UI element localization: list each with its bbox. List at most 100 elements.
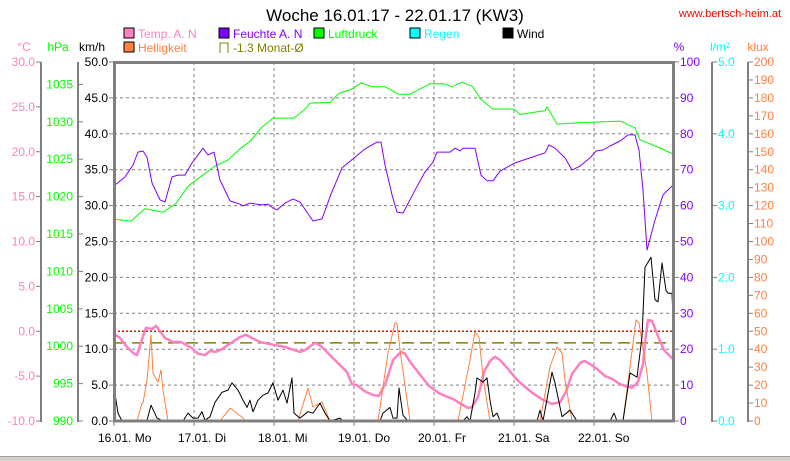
rain-tick-label: 1.0 [718,342,735,356]
temp-tick-label: 30.0 [12,55,36,69]
rain-tick-label: 2.0 [718,270,735,284]
legend-swatch-humidity [218,27,230,39]
legend-swatch-rain [409,27,421,39]
brightness-tick-label: 0 [754,414,761,428]
humidity-tick-label: 0 [680,414,687,428]
temp-tick-label: 10.0 [12,235,36,249]
brightness-tick-label: 10 [754,396,768,410]
wind-tick-label: 50.0 [85,55,109,69]
legend: Temp. A. N Feuchte A. N Luftdruck Regen Wind… [123,27,544,55]
temp-tick-label: 25.0 [12,100,36,114]
brightness-tick-label: 180 [754,91,774,105]
temp-tick-label: -10.0 [8,414,36,428]
x-tick-label: 21.01. Sa [498,431,550,445]
axis-units: °C hPa km/h% l/m² klux [17,40,768,54]
humidity-tick-label: 70 [680,163,694,177]
wind-tick-label: 30.0 [85,199,109,213]
temp-tick-label: -5.0 [14,369,35,383]
chart-title: Woche 16.01.17 - 22.01.17 (KW3) [266,6,524,25]
humidity-tick-label: 50 [680,235,694,249]
brightness-tick-label: 30 [754,360,768,374]
brightness-tick-label: 170 [754,109,774,123]
brightness-tick-label: 20 [754,378,768,392]
wind-tick-label: 35.0 [85,163,109,177]
legend-swatch-wind [502,27,514,39]
temp-series-line [113,318,674,410]
rain-tick-label: 0.0 [718,414,735,428]
x-tick-label: 22.01. So [578,431,630,445]
plot-frame [113,61,675,423]
temp-unit-label: °C [17,40,31,54]
brightness-tick-label: 130 [754,181,774,195]
legend-swatch-pressure [313,27,325,39]
brightness-tick-label: 140 [754,163,774,177]
rain-tick-label: 3.0 [718,199,735,213]
x-tick-label: 20.01. Fr [418,431,466,445]
brightness-tick-label: 160 [754,127,774,141]
temp-tick-label: 15.0 [12,190,36,204]
legend-label-rain: Regen [424,27,459,41]
humidity-unit-label: % [674,40,685,54]
brightness-tick-label: 100 [754,235,774,249]
wind-tick-label: 5.0 [91,378,108,392]
temp-tick-label: 20.0 [12,145,36,159]
rain-tick-label: 5.0 [718,55,735,69]
series [113,81,674,422]
pressure-tick-label: 1030 [46,115,73,129]
legend-label-pressure: Luftdruck [328,27,378,41]
brightness-unit-label: klux [747,40,768,54]
day-labels: 16.01. Mo 17.01. Di 18.01. Mi 19.01. Do 20.0… [98,421,630,445]
humidity-tick-label: 40 [680,270,694,284]
wind-series-line [113,256,674,422]
pressure-tick-label: 995 [53,377,73,391]
brightness-tick-label: 200 [754,55,774,69]
wind-tick-label: 40.0 [85,127,109,141]
legend-label-month_avg: -1.3 Monat-Ø [233,41,304,55]
humidity-tick-label: 10 [680,378,694,392]
brightness-tick-label: 190 [754,73,774,87]
wind-tick-label: 20.0 [85,270,109,284]
brightness-tick-label: 120 [754,199,774,213]
humidity-tick-label: 80 [680,127,694,141]
legend-swatch-temp [123,27,135,39]
wind-unit-label: km/h [79,40,105,54]
grid [114,62,674,421]
x-tick-label: 16.01. Mo [98,431,152,445]
legend-swatch-brightness [123,41,135,53]
axes: 30.0 25.0 20.0 15.0 10.0 5.0 0.0 -5.0 -10.0 1035 1… [8,55,775,428]
brightness-tick-label: 90 [754,252,768,266]
x-tick-label: 18.01. Mi [258,431,307,445]
pressure-tick-label: 1005 [46,302,73,316]
pressure-unit-label: hPa [47,40,69,54]
legend-label-brightness: Helligkeit [138,41,187,55]
brightness-series-line [114,319,673,422]
temp-tick-label: 5.0 [18,279,35,293]
x-tick-label: 17.01. Di [178,431,226,445]
pressure-tick-label: 1015 [46,227,73,241]
wind-tick-label: 0.0 [91,414,108,428]
wind-tick-label: 25.0 [85,235,109,249]
wind-tick-label: 15.0 [85,306,109,320]
humidity-tick-label: 100 [680,55,700,69]
legend-label-humidity: Feuchte A. N [233,27,302,41]
brightness-tick-label: 80 [754,270,768,284]
website-link[interactable]: www.bertsch-heim.at [678,8,781,20]
brightness-tick-label: 110 [754,217,773,231]
x-tick-label: 19.01. Do [338,431,390,445]
legend-swatch-month_avg [219,42,229,53]
humidity-tick-label: 60 [680,199,694,213]
pressure-tick-label: 1000 [46,339,73,353]
wind-tick-label: 45.0 [85,91,109,105]
brightness-tick-label: 150 [754,145,774,159]
status-bar [0,456,790,461]
pressure-tick-label: 990 [53,414,73,428]
brightness-tick-label: 40 [754,342,768,356]
brightness-tick-label: 70 [754,288,768,302]
reference-lines [114,330,674,344]
pressure-series-line [113,81,674,222]
pressure-tick-label: 1035 [46,77,73,91]
legend-label-wind: Wind [517,27,544,41]
legend-label-temp: Temp. A. N [138,27,197,41]
humidity-series-line [113,134,674,251]
